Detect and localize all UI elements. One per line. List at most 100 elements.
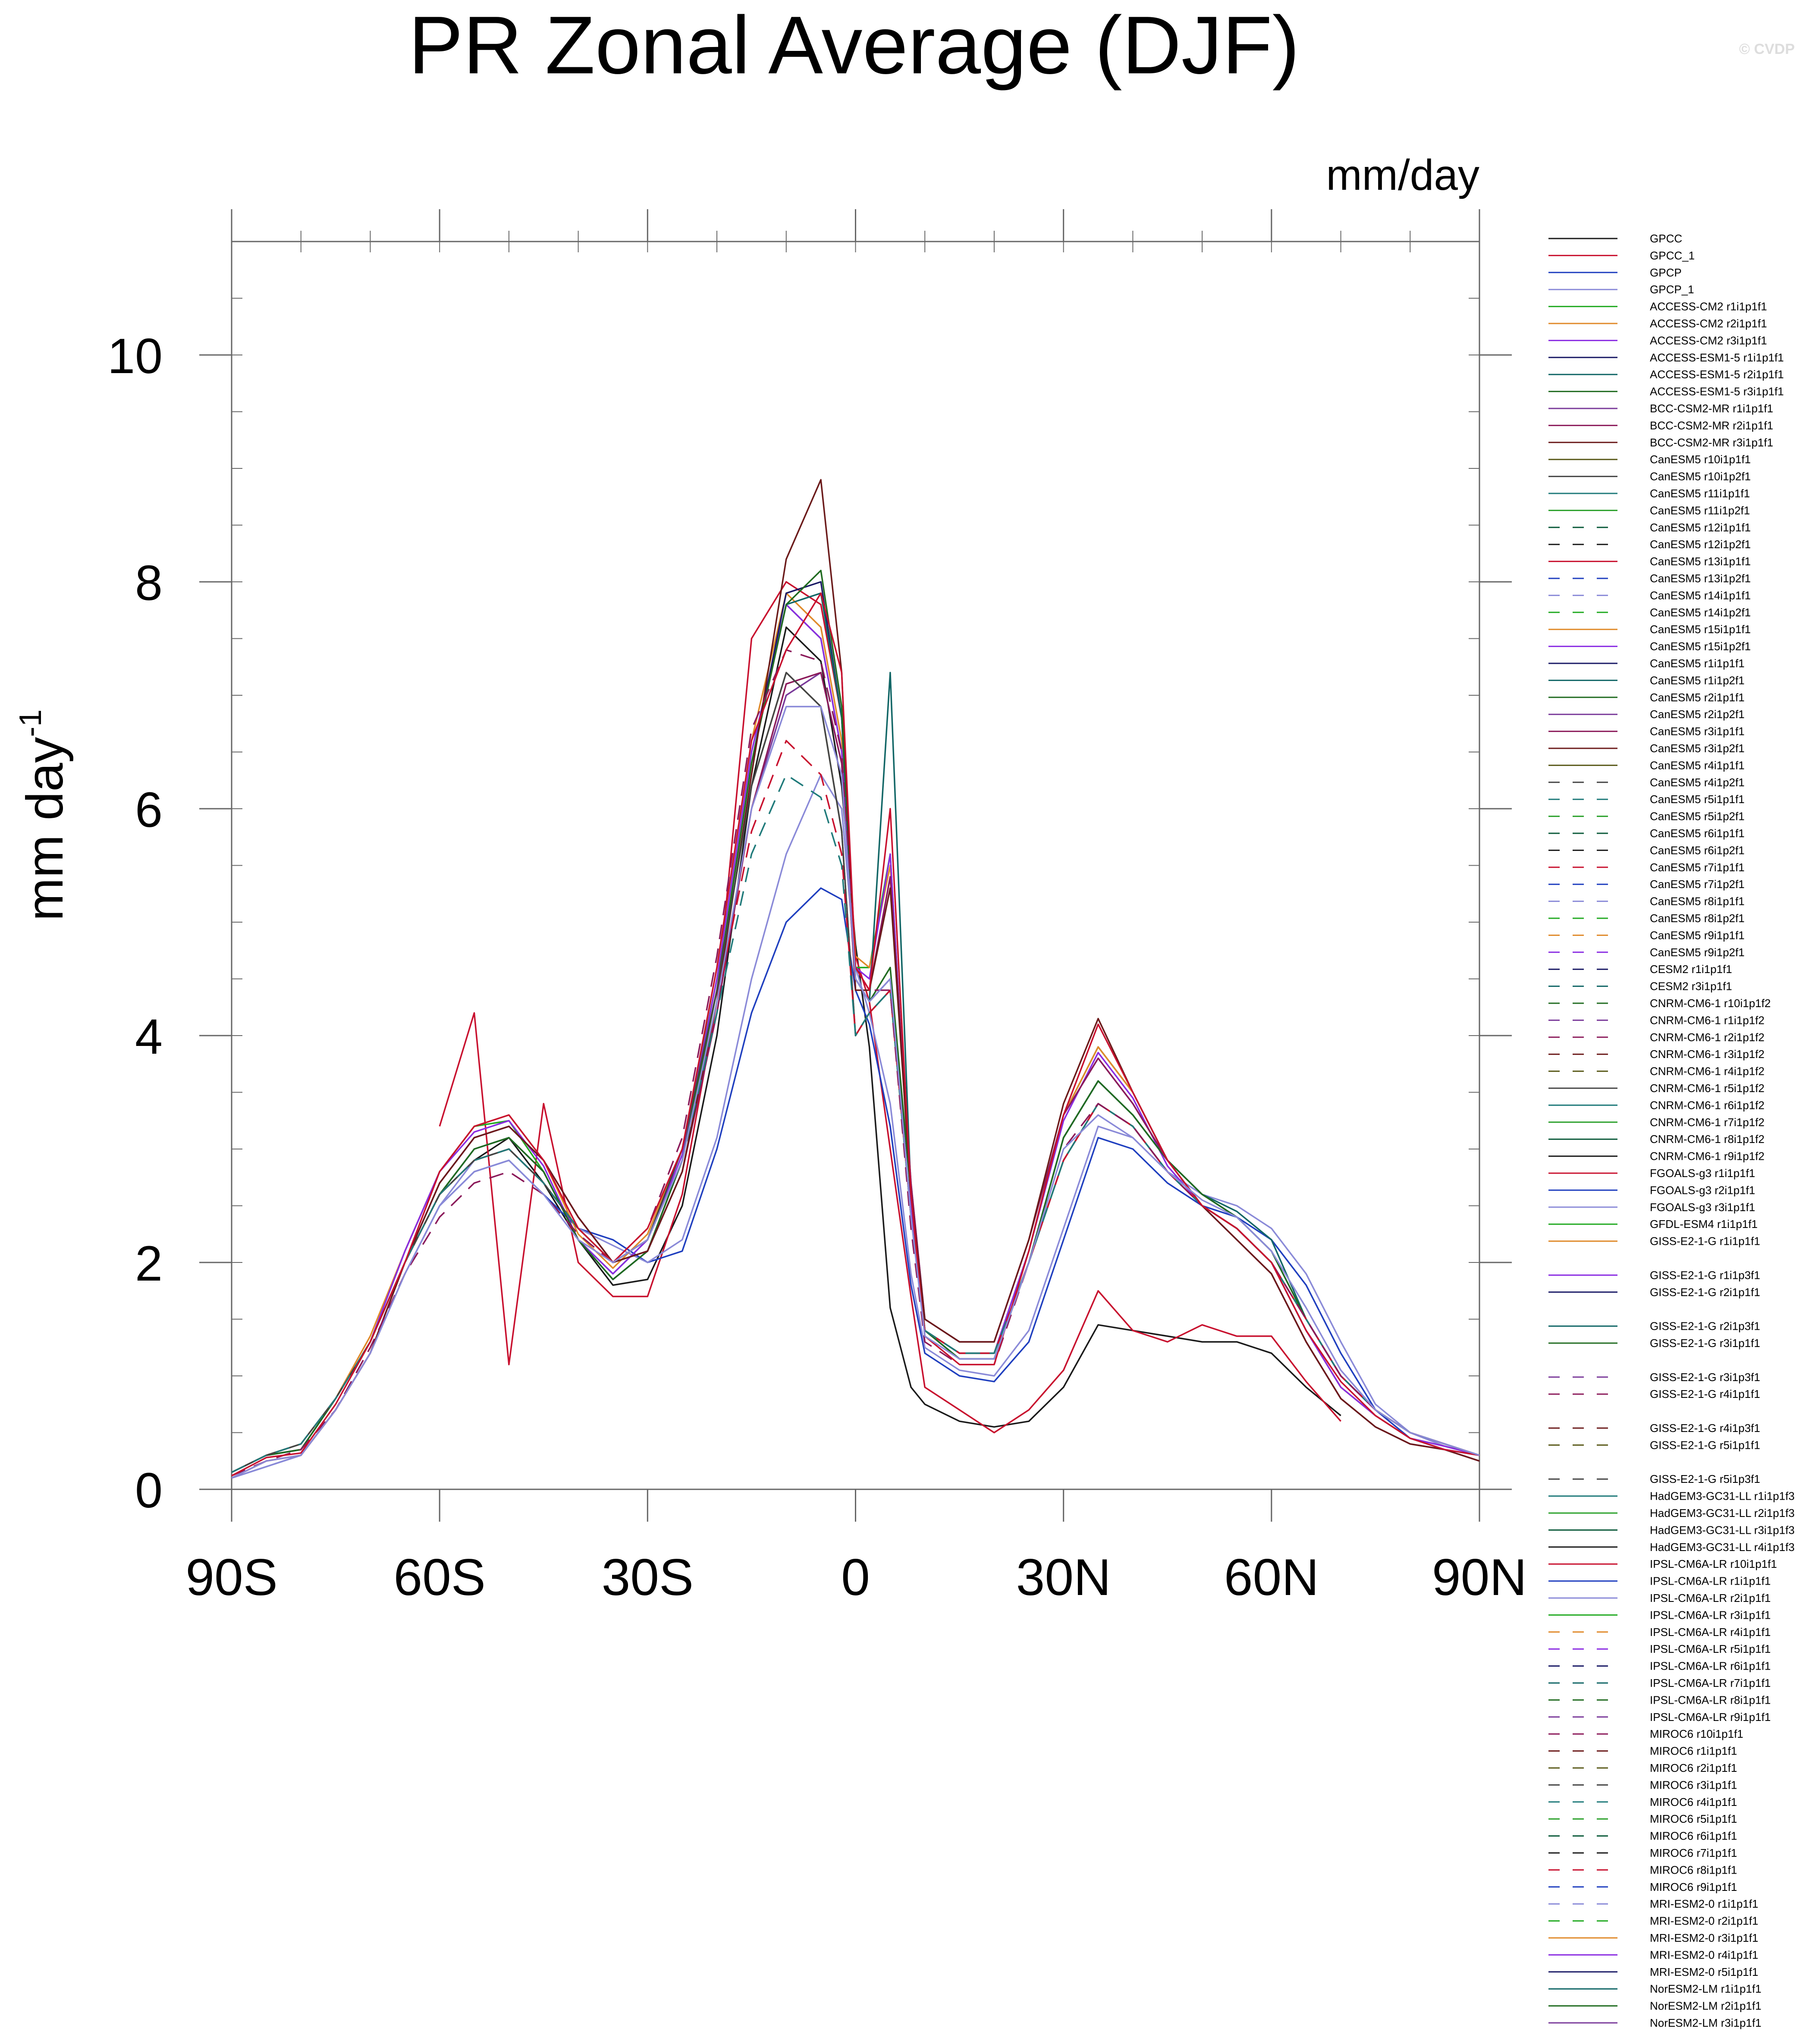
legend-label: ACCESS-CM2 r3i1p1f1 xyxy=(1650,334,1767,347)
legend-label: GISS-E2-1-G r2i1p1f1 xyxy=(1650,1286,1760,1299)
copyright-watermark: © CVDP xyxy=(1739,41,1795,57)
legend-label: CanESM5 r15i1p1f1 xyxy=(1650,623,1751,636)
legend-label: FGOALS-g3 r1i1p1f1 xyxy=(1650,1167,1755,1180)
legend-label: GISS-E2-1-G r5i1p3f1 xyxy=(1650,1473,1760,1485)
series-line-17 xyxy=(231,774,1480,1473)
legend-label: CanESM5 r8i1p1f1 xyxy=(1650,895,1745,908)
x-tick-label: 90N xyxy=(1432,1548,1527,1606)
legend-label: NorESM2-LM r2i1p1f1 xyxy=(1650,2000,1762,2013)
legend-label: IPSL-CM6A-LR r8i1p1f1 xyxy=(1650,1693,1771,1706)
x-tick-label: 30N xyxy=(1016,1548,1111,1606)
legend-label: MIROC6 r6i1p1f1 xyxy=(1650,1830,1737,1843)
x-tick-label: 60S xyxy=(393,1548,486,1606)
legend-label: IPSL-CM6A-LR r5i1p1f1 xyxy=(1650,1642,1771,1655)
legend-label: CanESM5 r11i1p1f1 xyxy=(1650,487,1750,500)
legend-label: IPSL-CM6A-LR r10i1p1f1 xyxy=(1650,1557,1777,1570)
legend-label: IPSL-CM6A-LR r3i1p1f1 xyxy=(1650,1608,1771,1621)
y-axis-title: mm day-1 xyxy=(13,710,74,921)
legend-label: CanESM5 r2i1p1f1 xyxy=(1650,691,1745,704)
series-line-5 xyxy=(231,603,1480,1473)
legend-label: FGOALS-g3 r3i1p1f1 xyxy=(1650,1201,1755,1214)
legend-label: HadGEM3-GC31-LL r3i1p1f3 xyxy=(1650,1523,1795,1536)
legend-label: MIROC6 r7i1p1f1 xyxy=(1650,1846,1737,1859)
legend-label: MRI-ESM2-0 r5i1p1f1 xyxy=(1650,1966,1758,1978)
legend-label: FGOALS-g3 r2i1p1f1 xyxy=(1650,1184,1755,1196)
legend-label: CNRM-CM6-1 r8i1p1f2 xyxy=(1650,1133,1765,1146)
legend-label: IPSL-CM6A-LR r1i1p1f1 xyxy=(1650,1575,1771,1588)
series-line-1 xyxy=(439,626,1341,1428)
legend-label: CNRM-CM6-1 r6i1p1f2 xyxy=(1650,1099,1765,1111)
legend-label: GPCP_1 xyxy=(1650,283,1694,296)
legend-label: CanESM5 r10i1p1f1 xyxy=(1650,453,1751,466)
legend-label: HadGEM3-GC31-LL r2i1p1f3 xyxy=(1650,1507,1795,1520)
series-line-7 xyxy=(231,603,1480,1473)
units-label: mm/day xyxy=(1326,151,1479,199)
legend-label: HadGEM3-GC31-LL r4i1p1f3 xyxy=(1650,1541,1795,1554)
legend-label: IPSL-CM6A-LR r4i1p1f1 xyxy=(1650,1626,1771,1639)
x-tick-label: 60N xyxy=(1224,1548,1319,1606)
legend-label: CanESM5 r1i1p2f1 xyxy=(1650,674,1745,687)
legend-label: CNRM-CM6-1 r2i1p1f2 xyxy=(1650,1031,1765,1044)
legend-label: BCC-CSM2-MR r3i1p1f1 xyxy=(1650,436,1773,449)
chart-title: PR Zonal Average (DJF) xyxy=(408,0,1300,91)
legend-label: ACCESS-CM2 r1i1p1f1 xyxy=(1650,300,1767,313)
legend-label: HadGEM3-GC31-LL r1i1p1f3 xyxy=(1650,1490,1795,1503)
x-tick-label: 90S xyxy=(185,1548,278,1606)
legend-label: CanESM5 r6i1p2f1 xyxy=(1650,844,1745,857)
legend-label: ACCESS-ESM1-5 r1i1p1f1 xyxy=(1650,351,1784,364)
legend-label: GPCC xyxy=(1650,232,1682,245)
legend-label: CNRM-CM6-1 r7i1p1f2 xyxy=(1650,1116,1765,1129)
legend-label: CESM2 r3i1p1f1 xyxy=(1650,980,1732,993)
legend-label: CanESM5 r4i1p1f1 xyxy=(1650,759,1745,772)
legend-label: CanESM5 r9i1p1f1 xyxy=(1650,929,1745,942)
series-line-15 xyxy=(231,672,1480,1473)
legend-label: CNRM-CM6-1 r5i1p1f2 xyxy=(1650,1082,1765,1095)
legend-label: GFDL-ESM4 r1i1p1f1 xyxy=(1650,1218,1758,1231)
legend-label: IPSL-CM6A-LR r2i1p1f1 xyxy=(1650,1592,1771,1604)
series-line-12 xyxy=(231,672,1480,1479)
series-line-20 xyxy=(231,706,1480,1479)
y-minor-ticks xyxy=(232,241,1479,1490)
legend-label: MIROC6 r1i1p1f1 xyxy=(1650,1745,1737,1758)
legend-label: GISS-E2-1-G r1i1p3f1 xyxy=(1650,1268,1760,1281)
legend-label: CanESM5 r13i1p1f1 xyxy=(1650,555,1751,568)
legend-label: BCC-CSM2-MR r2i1p1f1 xyxy=(1650,419,1773,432)
legend-label: CanESM5 r8i1p2f1 xyxy=(1650,912,1745,925)
legend-label: MRI-ESM2-0 r4i1p1f1 xyxy=(1650,1948,1758,1961)
y-axis-label-exponent: -1 xyxy=(13,710,48,737)
legend-label: CNRM-CM6-1 r10i1p1f2 xyxy=(1650,997,1771,1010)
legend-label: GISS-E2-1-G r4i1p3f1 xyxy=(1650,1422,1760,1435)
legend-label: IPSL-CM6A-LR r9i1p1f1 xyxy=(1650,1711,1771,1724)
legend-label: MIROC6 r9i1p1f1 xyxy=(1650,1881,1737,1893)
series-line-19 xyxy=(231,592,1480,1476)
legend-label: CESM2 r1i1p1f1 xyxy=(1650,963,1732,976)
legend-label: CanESM5 r2i1p2f1 xyxy=(1650,708,1745,721)
legend-label: CNRM-CM6-1 r9i1p1f2 xyxy=(1650,1150,1765,1163)
legend-label: CanESM5 r1i1p1f1 xyxy=(1650,657,1745,670)
y-ticks: 0 2 4 6 8 10 xyxy=(107,329,1512,1518)
legend-label: CanESM5 r3i1p2f1 xyxy=(1650,742,1745,755)
legend-label: CanESM5 r3i1p1f1 xyxy=(1650,725,1745,738)
series-line-18 xyxy=(231,649,1480,1477)
legend-label: MIROC6 r8i1p1f1 xyxy=(1650,1863,1737,1876)
legend-label: CanESM5 r6i1p1f1 xyxy=(1650,827,1745,840)
legend-label: GISS-E2-1-G r3i1p1f1 xyxy=(1650,1337,1760,1350)
legend-label: ACCESS-ESM1-5 r2i1p1f1 xyxy=(1650,368,1784,381)
legend-label: CanESM5 r5i1p2f1 xyxy=(1650,810,1745,823)
legend-label: CanESM5 r12i1p2f1 xyxy=(1650,538,1751,551)
y-tick-label: 2 xyxy=(135,1236,163,1291)
legend-label: MRI-ESM2-0 r1i1p1f1 xyxy=(1650,1897,1758,1910)
legend-label: MIROC6 r10i1p1f1 xyxy=(1650,1727,1743,1740)
legend-label: CanESM5 r7i1p2f1 xyxy=(1650,878,1745,891)
legend-label: MRI-ESM2-0 r2i1p1f1 xyxy=(1650,1915,1758,1928)
legend-label: CanESM5 r11i1p2f1 xyxy=(1650,504,1750,517)
legend-label: NorESM2-LM r3i1p1f1 xyxy=(1650,2016,1762,2029)
legend-label: ACCESS-CM2 r2i1p1f1 xyxy=(1650,317,1767,330)
x-tick-label: 0 xyxy=(841,1548,870,1606)
legend-label: CanESM5 r12i1p1f1 xyxy=(1650,521,1751,534)
legend-label: CanESM5 r14i1p1f1 xyxy=(1650,589,1751,602)
legend-label: CanESM5 r10i1p2f1 xyxy=(1650,470,1751,483)
legend-label: MIROC6 r3i1p1f1 xyxy=(1650,1778,1737,1791)
legend-label: BCC-CSM2-MR r1i1p1f1 xyxy=(1650,402,1773,415)
